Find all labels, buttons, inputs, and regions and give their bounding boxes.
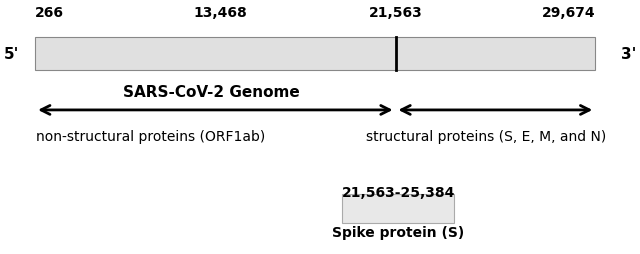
Text: 21,563: 21,563 [369, 6, 422, 20]
Text: Spike protein (S): Spike protein (S) [332, 225, 464, 239]
FancyBboxPatch shape [35, 38, 595, 71]
FancyBboxPatch shape [342, 194, 454, 224]
Text: structural proteins (S, E, M, and N): structural proteins (S, E, M, and N) [366, 130, 607, 144]
Text: 13,468: 13,468 [194, 6, 248, 20]
Text: non-structural proteins (ORF1ab): non-structural proteins (ORF1ab) [36, 130, 265, 144]
Text: 29,674: 29,674 [541, 6, 595, 20]
Text: 5': 5' [4, 47, 19, 62]
Text: SARS-CoV-2 Genome: SARS-CoV-2 Genome [123, 85, 300, 100]
Text: 266: 266 [35, 6, 64, 20]
Text: 21,563-25,384: 21,563-25,384 [341, 185, 455, 199]
Text: 3': 3' [621, 47, 636, 62]
